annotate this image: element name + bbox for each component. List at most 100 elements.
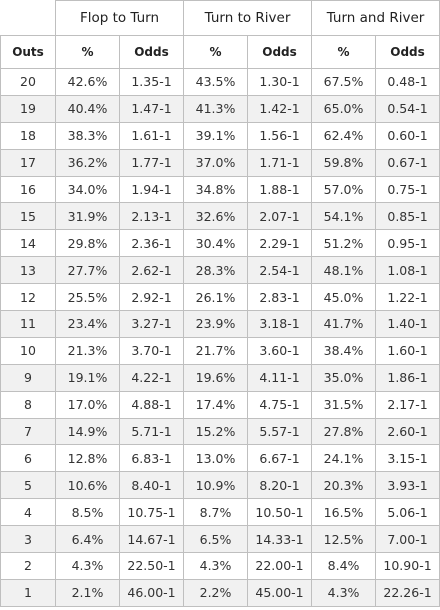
flop-to-turn-odds-cell: 2.36-1 [118,229,185,258]
flop-to-turn-odds-cell: 22.50-1 [118,552,185,580]
turn-to-river-odds-cell: 4.75-1 [247,390,313,419]
turn-and-river-odds-cell: 3.15-1 [375,444,440,473]
outs-cell: 19 [0,94,56,123]
flop-to-turn-pct-cell: 4.3% [55,552,120,580]
turn-and-river-odds-cell: 2.17-1 [375,390,440,419]
turn-and-river-odds-cell: 1.60-1 [375,336,440,365]
turn-to-river-pct-cell: 26.1% [183,283,249,312]
outs-cell: 20 [0,68,56,96]
turn-and-river-odds-cell: 0.67-1 [375,148,440,177]
turn-to-river-pct-cell: 6.5% [183,525,249,554]
flop-to-turn-odds-cell: 46.00-1 [118,578,185,607]
turn-and-river-pct-cell: 20.3% [311,471,377,500]
turn-to-river-odds-cell: 2.07-1 [247,202,313,231]
turn-to-river-pct-cell: 13.0% [183,444,249,473]
turn-to-river-odds-cell: 1.88-1 [247,175,313,204]
turn-and-river-odds-cell: 0.75-1 [375,175,440,204]
group-header-turn-and-river: Turn and River [311,0,440,36]
table-row: 20 42.6% 1.35-1 43.5% 1.30-1 67.5% 0.48-1 [0,68,440,96]
turn-and-river-pct-cell: 65.0% [311,94,377,123]
flop-to-turn-pct-cell: 27.7% [55,256,120,285]
table-row: 13 27.7% 2.62-1 28.3% 2.54-1 48.1% 1.08-1 [0,256,440,285]
flop-to-turn-pct-cell: 12.8% [55,444,120,473]
turn-and-river-pct-cell: 54.1% [311,202,377,231]
turn-and-river-pct-cell: 48.1% [311,256,377,285]
turn-to-river-pct-cell: 2.2% [183,578,249,607]
turn-to-river-pct-cell: 17.4% [183,390,249,419]
outs-cell: 4 [0,498,56,527]
turn-to-river-odds-cell: 45.00-1 [247,578,313,607]
table-row: 7 14.9% 5.71-1 15.2% 5.57-1 27.8% 2.60-1 [0,417,440,446]
turn-to-river-odds-cell: 3.18-1 [247,310,313,338]
turn-and-river-pct-cell: 57.0% [311,175,377,204]
table-row: 3 6.4% 14.67-1 6.5% 14.33-1 12.5% 7.00-1 [0,525,440,554]
flop-to-turn-odds-cell: 1.61-1 [118,121,185,150]
flop-to-turn-odds-cell: 4.88-1 [118,390,185,419]
turn-and-river-odds-cell: 10.90-1 [375,552,440,580]
table-row: 9 19.1% 4.22-1 19.6% 4.11-1 35.0% 1.86-1 [0,363,440,392]
outs-cell: 2 [0,552,56,580]
flop-to-turn-odds-cell: 10.75-1 [118,498,185,527]
turn-and-river-odds-cell: 1.22-1 [375,283,440,312]
flop-to-turn-pct-cell: 14.9% [55,417,120,446]
group-header-flop-to-turn: Flop to Turn [54,0,185,36]
turn-and-river-odds-cell: 22.26-1 [375,578,440,607]
corner-cell [0,0,56,36]
turn-to-river-pct-cell: 34.8% [183,175,249,204]
flop-to-turn-pct-cell: 10.6% [55,471,120,500]
outs-cell: 12 [0,283,56,312]
outs-cell: 3 [0,525,56,554]
turn-and-river-pct-cell: 8.4% [311,552,377,580]
flop-to-turn-pct-cell: 36.2% [55,148,120,177]
turn-to-river-pct-cell: 41.3% [183,94,249,123]
turn-to-river-pct-cell: 19.6% [183,363,249,392]
flop-to-turn-odds-cell: 5.71-1 [118,417,185,446]
outs-cell: 14 [0,229,56,258]
table-row: 1 2.1% 46.00-1 2.2% 45.00-1 4.3% 22.26-1 [0,578,440,607]
turn-to-river-pct-cell: 10.9% [183,471,249,500]
turn-and-river-pct-cell: 35.0% [311,363,377,392]
flop-to-turn-odds-cell: 1.47-1 [118,94,185,123]
flop-to-turn-odds-cell: 14.67-1 [118,525,185,554]
turn-to-river-odds-cell: 10.50-1 [247,498,313,527]
turn-to-river-odds-cell: 1.30-1 [247,68,313,96]
turn-and-river-pct-cell: 45.0% [311,283,377,312]
flop-to-turn-pct-cell: 8.5% [55,498,120,527]
turn-to-river-pct-cell: 37.0% [183,148,249,177]
flop-to-turn-pct-cell: 21.3% [55,336,120,365]
column-header-turn-and-river-odds: Odds [375,35,440,69]
turn-and-river-pct-cell: 12.5% [311,525,377,554]
column-header-flop-to-turn-odds: Odds [118,35,185,69]
column-header-row: Outs % Odds % Odds % Odds [0,35,440,69]
table-row: 2 4.3% 22.50-1 4.3% 22.00-1 8.4% 10.90-1 [0,552,440,580]
turn-to-river-pct-cell: 21.7% [183,336,249,365]
flop-to-turn-pct-cell: 23.4% [55,310,120,338]
table-row: 19 40.4% 1.47-1 41.3% 1.42-1 65.0% 0.54-1 [0,94,440,123]
turn-to-river-odds-cell: 6.67-1 [247,444,313,473]
turn-and-river-odds-cell: 1.40-1 [375,310,440,338]
flop-to-turn-pct-cell: 38.3% [55,121,120,150]
outs-cell: 5 [0,471,56,500]
turn-and-river-pct-cell: 51.2% [311,229,377,258]
turn-to-river-odds-cell: 8.20-1 [247,471,313,500]
turn-to-river-pct-cell: 30.4% [183,229,249,258]
column-header-turn-to-river-odds: Odds [247,35,313,69]
flop-to-turn-pct-cell: 6.4% [55,525,120,554]
flop-to-turn-odds-cell: 6.83-1 [118,444,185,473]
turn-and-river-odds-cell: 0.85-1 [375,202,440,231]
table-row: 16 34.0% 1.94-1 34.8% 1.88-1 57.0% 0.75-1 [0,175,440,204]
column-header-outs: Outs [0,35,56,69]
flop-to-turn-odds-cell: 4.22-1 [118,363,185,392]
turn-to-river-odds-cell: 2.54-1 [247,256,313,285]
turn-and-river-pct-cell: 67.5% [311,68,377,96]
turn-to-river-pct-cell: 23.9% [183,310,249,338]
flop-to-turn-odds-cell: 2.92-1 [118,283,185,312]
flop-to-turn-pct-cell: 31.9% [55,202,120,231]
group-header-turn-to-river: Turn to River [183,0,313,36]
turn-and-river-pct-cell: 27.8% [311,417,377,446]
outs-cell: 7 [0,417,56,446]
turn-to-river-odds-cell: 1.56-1 [247,121,313,150]
column-header-flop-to-turn-pct: % [55,35,120,69]
outs-cell: 10 [0,336,56,365]
